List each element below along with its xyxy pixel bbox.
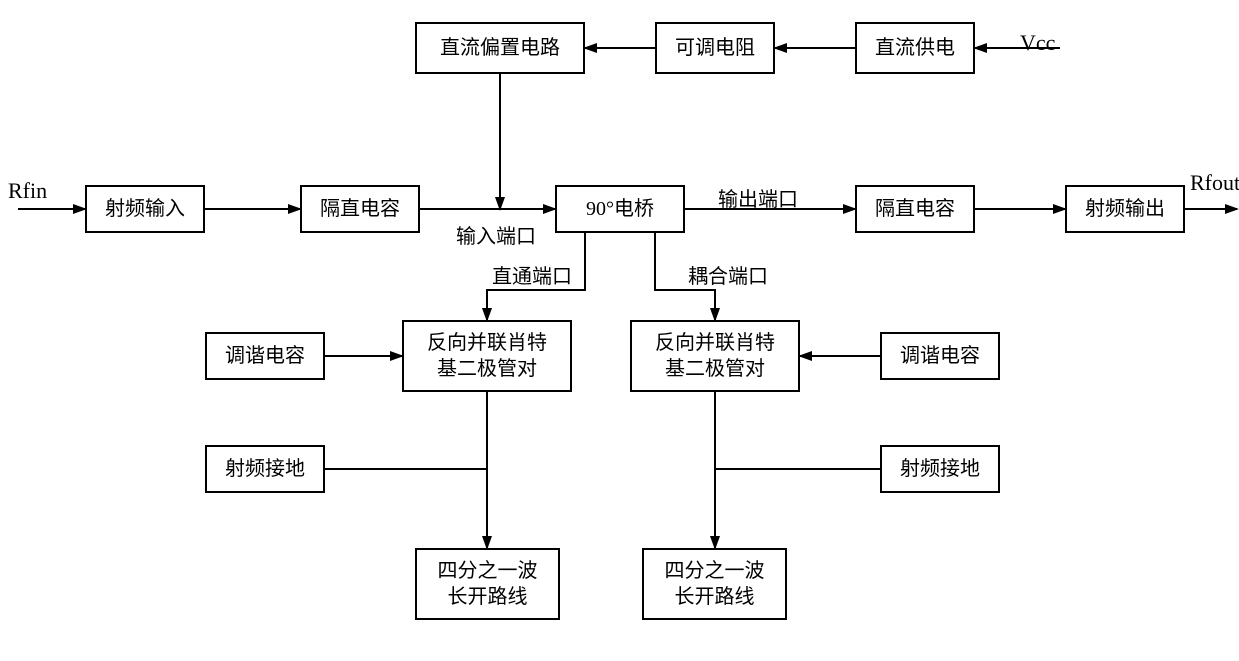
box-label: 射频接地: [225, 456, 305, 482]
box-label: 射频输入: [105, 196, 185, 222]
label-rfin: Rfin: [8, 178, 47, 204]
box-label: 可调电阻: [675, 35, 755, 61]
arrows-layer: [0, 0, 1239, 661]
label-port-coupled: 耦合端口: [688, 260, 768, 289]
box-qw-r: 四分之一波 长开路线: [642, 548, 787, 620]
box-rf-in: 射频输入: [85, 185, 205, 233]
label-rfout: Rfout: [1190, 170, 1239, 196]
box-adj-res: 可调电阻: [655, 22, 775, 74]
label-port-through: 直通端口: [492, 260, 572, 289]
label-port-input: 输入端口: [456, 220, 536, 249]
box-dc-block1: 隔直电容: [300, 185, 420, 233]
box-tune-cap-r: 调谐电容: [880, 332, 1000, 380]
box-dc-block2: 隔直电容: [855, 185, 975, 233]
label-port-output: 输出端口: [718, 183, 798, 212]
box-label: 射频输出: [1085, 196, 1165, 222]
box-label: 反向并联肖特 基二极管对: [655, 330, 775, 382]
box-tune-cap-l: 调谐电容: [205, 332, 325, 380]
box-rf-gnd-l: 射频接地: [205, 445, 325, 493]
box-qw-l: 四分之一波 长开路线: [415, 548, 560, 620]
box-label: 四分之一波 长开路线: [438, 558, 538, 610]
box-label: 调谐电容: [900, 343, 980, 369]
box-diode-r: 反向并联肖特 基二极管对: [630, 320, 800, 392]
box-dc-supply: 直流供电: [855, 22, 975, 74]
box-diode-l: 反向并联肖特 基二极管对: [402, 320, 572, 392]
box-dc-bias: 直流偏置电路: [415, 22, 585, 74]
box-label: 隔直电容: [875, 196, 955, 222]
box-label: 隔直电容: [320, 196, 400, 222]
box-hybrid: 90°电桥: [555, 185, 685, 233]
box-label: 射频接地: [900, 456, 980, 482]
box-label: 四分之一波 长开路线: [665, 558, 765, 610]
box-rf-gnd-r: 射频接地: [880, 445, 1000, 493]
label-vcc: Vcc: [1020, 30, 1055, 56]
box-rf-out: 射频输出: [1065, 185, 1185, 233]
box-label: 90°电桥: [586, 196, 654, 222]
box-label: 直流供电: [875, 35, 955, 61]
box-label: 调谐电容: [225, 343, 305, 369]
box-label: 反向并联肖特 基二极管对: [427, 330, 547, 382]
box-label: 直流偏置电路: [440, 35, 560, 61]
